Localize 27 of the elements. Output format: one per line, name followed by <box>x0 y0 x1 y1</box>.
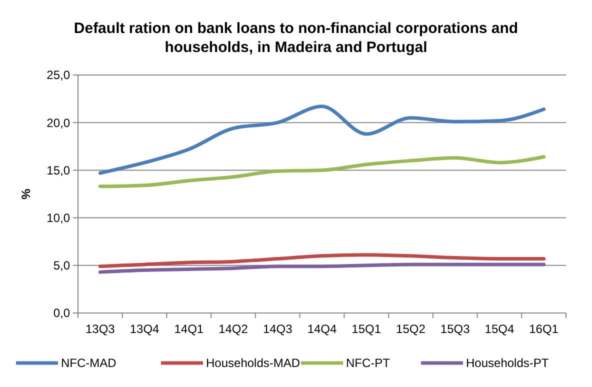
chart-title: Default ration on bank loans to non-financial corporations and households, in Madeira and Portugal <box>74 20 518 56</box>
y-tick-label: 0,0 <box>53 306 70 320</box>
x-tick-label: 15Q2 <box>396 322 426 336</box>
y-tick-label: 10,0 <box>46 211 70 225</box>
x-tick-label: 14Q3 <box>262 322 293 336</box>
x-tick-label: 13Q4 <box>130 322 160 336</box>
y-tick-label: 20,0 <box>46 116 70 130</box>
x-tick-label: 15Q1 <box>352 322 382 336</box>
legend-label: NFC-MAD <box>61 356 117 370</box>
x-tick-label: 14Q4 <box>307 322 337 336</box>
x-tick-label: 14Q1 <box>174 322 204 336</box>
x-tick-label: 15Q3 <box>440 322 470 336</box>
legend-label: Households-PT <box>466 356 550 370</box>
legend-label: Households-MAD <box>206 356 300 370</box>
y-axis-title: % <box>19 188 33 200</box>
x-tick-label: 16Q1 <box>529 322 559 336</box>
y-tick-label: 5,0 <box>53 258 70 273</box>
x-tick-label: 15Q4 <box>484 322 514 336</box>
line-series <box>98 253 546 268</box>
line-series <box>98 262 546 274</box>
line-series <box>98 155 546 188</box>
y-tick-label: 25,0 <box>46 68 70 82</box>
x-tick-label: 14Q2 <box>218 322 248 336</box>
x-tick-label: 13Q3 <box>86 322 116 336</box>
y-tick-label: 15,0 <box>46 163 70 178</box>
legend-label: NFC-PT <box>346 356 391 370</box>
line-series <box>98 104 546 175</box>
